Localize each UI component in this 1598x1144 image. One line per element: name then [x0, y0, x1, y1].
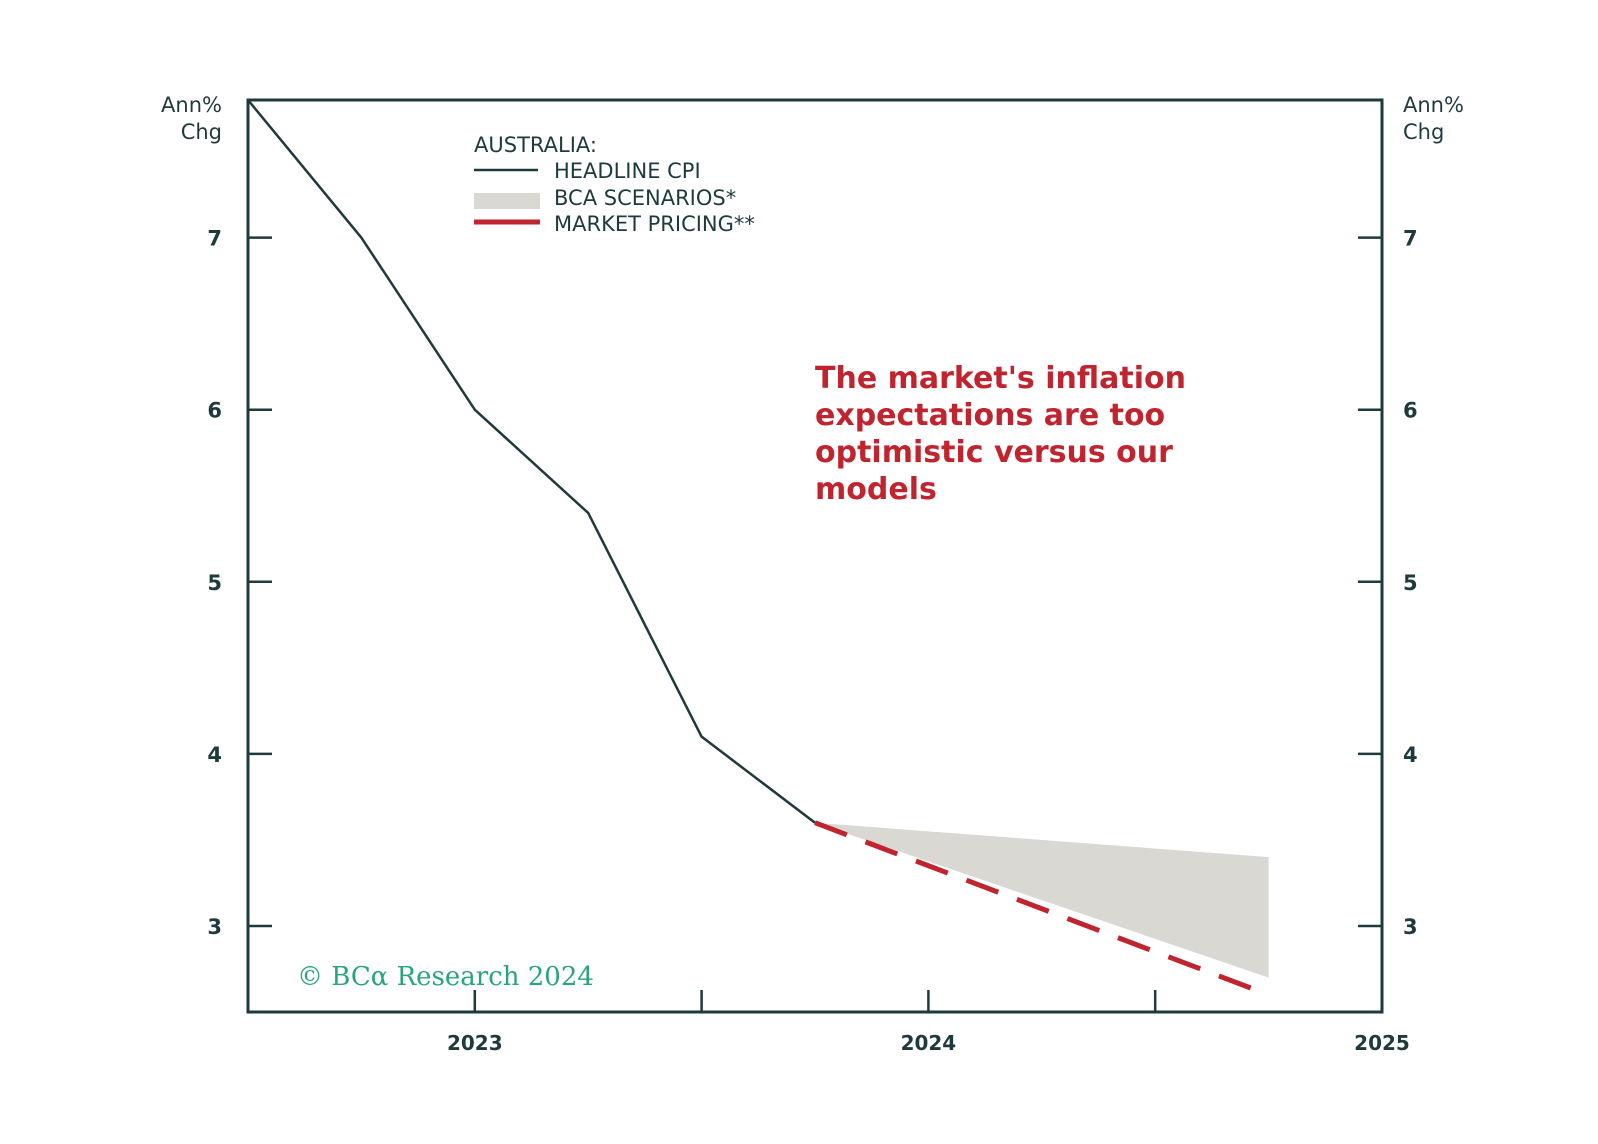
legend: AUSTRALIA: HEADLINE CPI BCA SCENARIOS* M… [474, 133, 755, 236]
headline-cpi-line [247, 99, 816, 824]
y-unit-left-line1: Ann% [161, 93, 222, 117]
y-tick-label-left-5: 5 [207, 571, 222, 595]
y-tick-label-left-6: 6 [207, 399, 222, 423]
y-tick-label-right-5: 5 [1403, 571, 1418, 595]
legend-market-pricing: MARKET PRICING** [554, 212, 755, 236]
x-tick-label-2023: 2023 [447, 1031, 503, 1055]
y-tick-label-right-6: 6 [1403, 399, 1418, 423]
market-pricing-line [814, 820, 1270, 998]
y-unit-left-line2: Chg [181, 120, 222, 144]
y-tick-label-right-3: 3 [1403, 915, 1418, 939]
legend-title: AUSTRALIA: [474, 133, 597, 157]
annotation-line-1: The market's inflation [815, 361, 1186, 396]
x-tick-label-2025: 2025 [1354, 1031, 1410, 1055]
y-unit-right-line1: Ann% [1403, 93, 1464, 117]
legend-headline-cpi: HEADLINE CPI [554, 159, 701, 183]
bca-scenarios-band [815, 822, 1269, 978]
tick-layer: 3 3 4 4 5 5 6 6 7 7 2023 2024 2025 [207, 227, 1417, 1055]
credit-watermark: © BCα Research 2024 [297, 962, 594, 992]
annotation-line-4: models [815, 472, 937, 507]
annotation-line-3: optimistic versus our [815, 435, 1173, 470]
legend-bca-scenarios: BCA SCENARIOS* [554, 186, 736, 210]
y-tick-label-right-7: 7 [1403, 227, 1418, 251]
x-tick-label-2024: 2024 [901, 1031, 957, 1055]
y-unit-right-line2: Chg [1403, 120, 1444, 144]
annotation: The market's inflation expectations are … [815, 361, 1186, 507]
annotation-line-2: expectations are too [815, 398, 1165, 433]
series-layer [247, 99, 1270, 998]
legend-bca-scenarios-swatch [474, 193, 540, 209]
y-tick-label-left-4: 4 [207, 743, 222, 767]
y-tick-label-left-3: 3 [207, 915, 222, 939]
scenario-band-layer [815, 822, 1269, 978]
plot-frame [246, 98, 1384, 1014]
y-tick-label-left-7: 7 [207, 227, 222, 251]
y-tick-label-right-4: 4 [1403, 743, 1418, 767]
